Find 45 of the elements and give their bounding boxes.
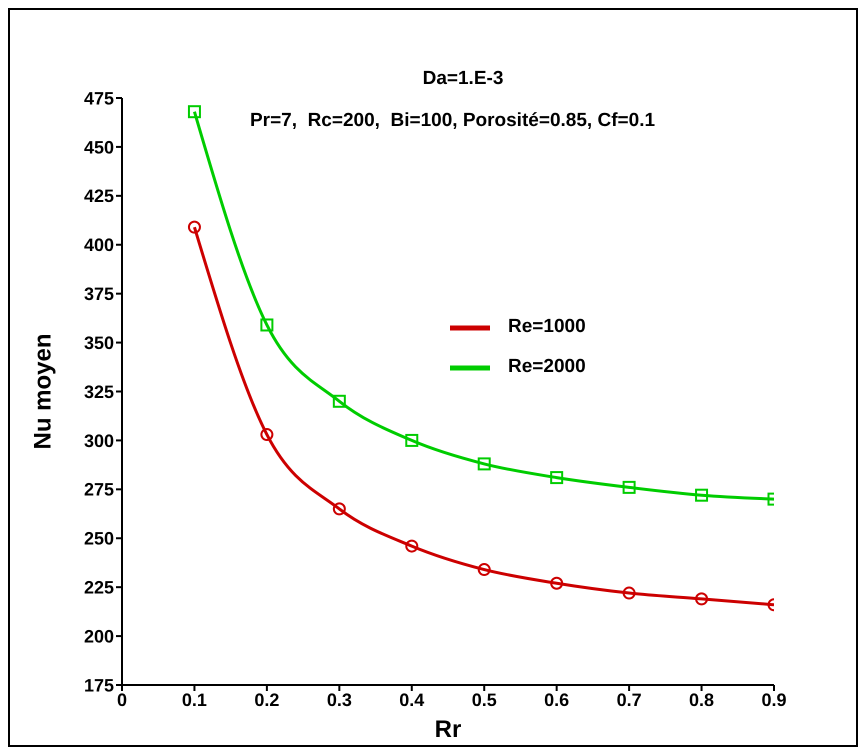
x-tick-label: 0.7 <box>616 690 642 710</box>
x-tick-label: 0.9 <box>761 690 787 710</box>
x-tick-label: 0.8 <box>689 690 714 710</box>
point <box>550 471 564 484</box>
point <box>260 428 274 442</box>
legend-label: Re=2000 <box>508 356 586 378</box>
x-tick-label: 0.2 <box>254 690 280 710</box>
point <box>695 592 708 606</box>
y-tick-label: 375 <box>84 284 114 304</box>
y-tick-label: 350 <box>84 332 114 353</box>
x-tick-label: 0.4 <box>399 690 424 710</box>
y-tick-label: 400 <box>84 235 114 256</box>
point <box>405 540 418 553</box>
y-tick-label: 175 <box>84 675 114 696</box>
point <box>478 563 491 576</box>
point <box>188 105 201 118</box>
legend-label: Re=1000 <box>508 316 586 338</box>
y-tick-label: 300 <box>84 430 114 451</box>
point <box>405 434 418 447</box>
point <box>622 586 636 600</box>
y-tick-label: 475 <box>84 88 114 108</box>
x-tick-label: 0 <box>116 690 128 710</box>
y-tick-label: 250 <box>84 528 114 549</box>
x-tick-label: 0.1 <box>182 690 207 710</box>
text: Pr=7, Rc=200, Bi=100, Porosité=0.85, Cf=0.1 <box>250 110 656 132</box>
point <box>622 480 636 494</box>
x-tick-label: 0.5 <box>472 690 497 710</box>
point <box>332 394 346 408</box>
y-axis-title: Nu moyen <box>30 333 57 450</box>
x-tick-label: 0.6 <box>544 690 570 710</box>
point <box>478 457 491 470</box>
x-axis-title: Rr <box>434 716 462 743</box>
point <box>332 502 346 516</box>
y-tick-label: 200 <box>84 626 114 646</box>
point <box>550 576 564 590</box>
x-tick-label: 0.3 <box>326 690 352 710</box>
y-tick-label: 425 <box>84 186 114 206</box>
y-tick-label: 275 <box>84 480 114 500</box>
point <box>188 220 201 234</box>
y-tick-label: 450 <box>84 137 114 158</box>
point <box>695 488 708 502</box>
y-tick-label: 225 <box>84 578 114 598</box>
y-tick-label: 325 <box>84 382 114 402</box>
point <box>260 318 274 332</box>
chart-title: Da=1.E-3 <box>422 68 504 90</box>
